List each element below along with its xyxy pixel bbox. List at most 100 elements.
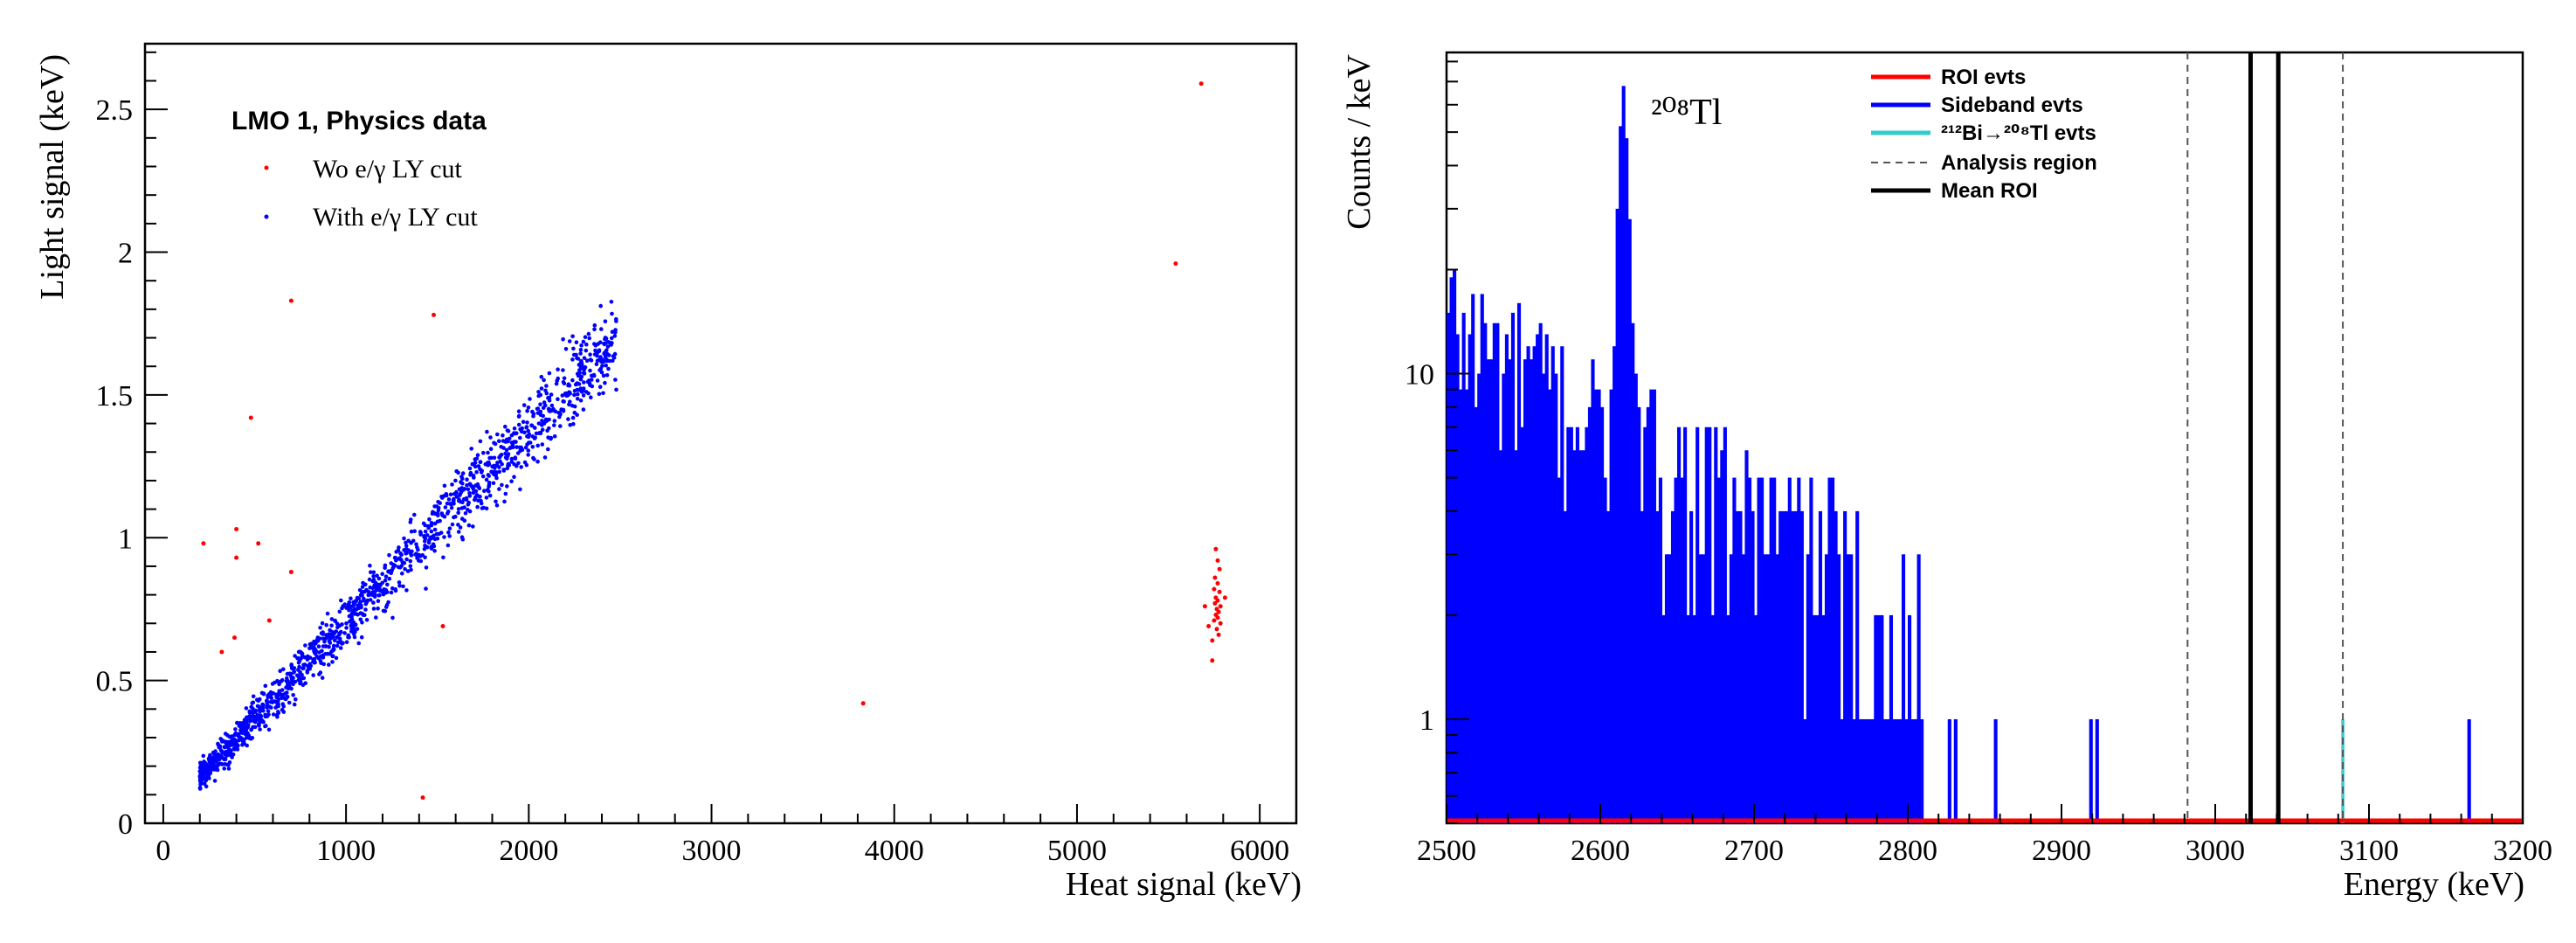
- scatter-point-with-cut: [232, 747, 237, 752]
- histogram-bin-sideband: [1806, 554, 1810, 823]
- histogram-bin-sideband: [1569, 426, 1573, 823]
- scatter-point-with-cut: [517, 413, 521, 419]
- scatter-point-with-cut: [280, 693, 285, 698]
- scatter-point-with-cut: [371, 570, 376, 575]
- scatter-point-with-cut: [552, 419, 557, 423]
- scatter-point-with-cut: [466, 487, 471, 492]
- scatter-point-with-cut: [379, 589, 384, 593]
- histogram-bars: [1447, 86, 2471, 824]
- scatter-point-with-cut: [539, 386, 544, 391]
- scatter-point-with-cut: [314, 654, 320, 659]
- scatter-point-with-cut: [600, 364, 604, 368]
- scatter-point-with-cut: [443, 505, 448, 510]
- scatter-point-with-cut: [516, 422, 521, 427]
- scatter-point-with-cut: [552, 434, 557, 439]
- histogram-x-tick-label: 2700: [1724, 835, 1784, 867]
- scatter-point-wo-cut: [1217, 566, 1222, 572]
- histogram-bin-sideband: [1799, 510, 1804, 823]
- scatter-point-with-cut: [328, 641, 333, 645]
- scatter-point-with-cut: [338, 646, 343, 650]
- scatter-point-with-cut: [561, 368, 565, 372]
- histogram-bin-sideband: [1818, 510, 1823, 823]
- scatter-point-with-cut: [270, 700, 275, 704]
- histogram-bin-sideband: [1526, 346, 1530, 824]
- scatter-point-with-cut: [217, 757, 222, 762]
- scatter-point-with-cut: [486, 461, 490, 465]
- scatter-point-with-cut: [325, 611, 330, 616]
- scatter-point-with-cut: [265, 701, 270, 705]
- histogram-bin-sideband: [1477, 373, 1481, 823]
- histogram-bin-sideband: [1627, 218, 1632, 823]
- scatter-point-with-cut: [376, 593, 382, 598]
- legend-entry-sideband: Sideband evts: [1941, 94, 2083, 117]
- histogram-bin-sideband: [1510, 312, 1516, 823]
- scatter-point-with-cut: [593, 348, 597, 353]
- scatter-point-with-cut: [296, 661, 301, 665]
- histogram-bin-sideband: [1843, 510, 1847, 823]
- histogram-bin-sideband: [1633, 373, 1638, 823]
- scatter-point-with-cut: [404, 557, 409, 562]
- scatter-point-with-cut: [240, 743, 245, 747]
- scatter-point-with-cut: [263, 683, 268, 689]
- scatter-point-with-cut: [401, 584, 405, 589]
- scatter-point-with-cut: [397, 545, 401, 550]
- scatter-point-with-cut: [364, 587, 369, 593]
- histogram-bin-sideband: [1459, 389, 1463, 823]
- scatter-point-with-cut: [463, 511, 468, 516]
- scatter-point-with-cut: [466, 500, 471, 505]
- scatter-point-with-cut: [547, 417, 551, 422]
- scatter-point-with-cut: [330, 660, 335, 664]
- scatter-point-wo-cut: [420, 795, 425, 801]
- scatter-point-with-cut: [556, 397, 560, 402]
- scatter-point-with-cut: [300, 653, 305, 658]
- histogram-bin-sideband: [1619, 126, 1623, 823]
- scatter-point-with-cut: [411, 538, 416, 544]
- scatter-point-with-cut: [201, 760, 206, 766]
- scatter-point-with-cut: [507, 436, 512, 441]
- histogram-bin-sideband: [1710, 614, 1715, 823]
- scatter-point-with-cut: [577, 368, 582, 372]
- scatter-point-with-cut: [614, 316, 618, 322]
- scatter-point-wo-cut: [1216, 632, 1221, 637]
- scatter-point-with-cut: [556, 376, 560, 381]
- scatter-point-wo-cut: [1210, 658, 1215, 663]
- scatter-point-with-cut: [460, 481, 465, 486]
- scatter-point-wo-cut: [288, 570, 294, 574]
- scatter-point-with-cut: [297, 649, 302, 654]
- histogram-bin-sideband: [1797, 477, 1801, 823]
- scatter-point-with-cut: [389, 590, 394, 595]
- scatter-point-with-cut: [393, 587, 398, 592]
- scatter-point-with-cut: [207, 776, 211, 780]
- histogram-bin-sideband: [1486, 359, 1490, 823]
- histogram-bin-sideband: [1858, 718, 1862, 823]
- scatter-point-with-cut: [442, 514, 447, 519]
- scatter-point-with-cut: [208, 752, 212, 758]
- scatter-point-with-cut: [582, 380, 586, 385]
- scatter-point-with-cut: [211, 750, 216, 755]
- histogram-bin-sideband: [1901, 554, 1906, 823]
- scatter-point-with-cut: [233, 727, 238, 732]
- scatter-point-with-cut: [257, 723, 261, 728]
- scatter-point-with-cut: [251, 706, 255, 711]
- scatter-point-with-cut: [276, 699, 280, 704]
- scatter-point-with-cut: [224, 753, 230, 758]
- scatter-point-with-cut: [403, 566, 407, 572]
- histogram-bin-sideband: [1726, 614, 1730, 823]
- scatter-point-with-cut: [469, 447, 473, 451]
- scatter-point-with-cut: [204, 778, 208, 783]
- histogram-bin-sideband: [1751, 510, 1755, 823]
- scatter-point-with-cut: [425, 533, 430, 537]
- scatter-point-with-cut: [441, 494, 446, 498]
- scatter-point-with-cut: [276, 679, 280, 684]
- scatter-point-wo-cut: [1213, 546, 1219, 551]
- scatter-point-with-cut: [445, 511, 450, 516]
- scatter-point-with-cut: [577, 373, 582, 378]
- scatter-point-wo-cut: [1198, 81, 1204, 87]
- scatter-point-with-cut: [597, 368, 602, 372]
- scatter-point-with-cut: [576, 392, 580, 397]
- scatter-point-wo-cut: [1215, 598, 1220, 603]
- scatter-point-with-cut: [456, 510, 460, 516]
- histogram-bin-sideband: [1708, 426, 1712, 823]
- scatter-point-with-cut: [567, 390, 571, 395]
